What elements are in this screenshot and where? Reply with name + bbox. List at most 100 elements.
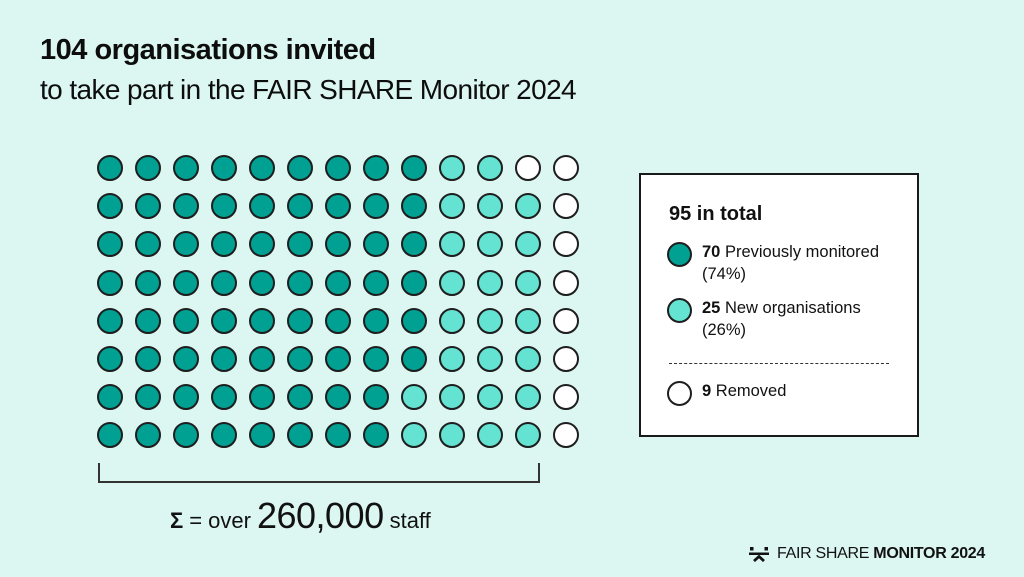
brand-footer: FAIR SHARE MONITOR 2024 [749, 545, 985, 563]
sum-suffix: staff [389, 508, 431, 533]
previously-monitored-dot [211, 422, 237, 449]
light-teal-circle-icon [667, 298, 692, 323]
previously-monitored-dot [249, 155, 275, 181]
new-organisation-dot [439, 345, 465, 372]
previously-monitored-dot [325, 155, 351, 181]
previously-monitored-dot [135, 422, 161, 449]
new-organisation-dot [515, 422, 541, 449]
previously-monitored-dot [97, 422, 123, 449]
new-organisation-dot [401, 422, 427, 449]
previously-monitored-dot [173, 384, 199, 411]
new-organisation-dot [439, 269, 465, 296]
brand-bold: MONITOR 2024 [873, 545, 985, 562]
new-organisation-dot [515, 231, 541, 258]
previously-monitored-dot [325, 231, 351, 258]
previously-monitored-dot [211, 155, 237, 181]
previously-monitored-dot [97, 155, 123, 181]
legend-item-previously-monitored: 70 Previously monitored (74%) [667, 241, 892, 285]
new-organisation-dot [439, 384, 465, 411]
previously-monitored-dot [401, 231, 427, 258]
previously-monitored-dot [401, 345, 427, 372]
removed-dot [553, 155, 579, 181]
legend-count: 70 [702, 243, 721, 261]
previously-monitored-dot [287, 155, 313, 181]
legend-label: New organisations (26%) [702, 299, 861, 339]
removed-dot [553, 345, 579, 372]
new-organisation-dot [401, 384, 427, 411]
previously-monitored-dot [325, 422, 351, 449]
previously-monitored-dot [363, 345, 389, 372]
new-organisation-dot [477, 193, 503, 220]
sum-prefix: = over [189, 508, 251, 533]
new-organisation-dot [477, 231, 503, 258]
previously-monitored-dot [287, 422, 313, 449]
new-organisation-dot [515, 384, 541, 411]
previously-monitored-dot [211, 269, 237, 296]
previously-monitored-dot [287, 384, 313, 411]
previously-monitored-dot [287, 345, 313, 372]
previously-monitored-dot [135, 307, 161, 334]
new-organisation-dot [515, 269, 541, 296]
previously-monitored-dot [287, 193, 313, 220]
previously-monitored-dot [211, 193, 237, 220]
white-circle-icon [667, 381, 692, 406]
removed-dot [553, 231, 579, 258]
previously-monitored-dot [363, 269, 389, 296]
previously-monitored-dot [401, 269, 427, 296]
previously-monitored-dot [135, 231, 161, 258]
legend-label: Removed [715, 382, 787, 400]
previously-monitored-dot [363, 384, 389, 411]
sum-bracket [98, 463, 540, 483]
new-organisation-dot [477, 422, 503, 449]
previously-monitored-dot [135, 155, 161, 181]
new-organisation-dot [515, 193, 541, 220]
previously-monitored-dot [363, 231, 389, 258]
previously-monitored-dot [97, 384, 123, 411]
previously-monitored-dot [325, 193, 351, 220]
previously-monitored-dot [173, 422, 199, 449]
chart-subtitle: to take part in the FAIR SHARE Monitor 2… [40, 74, 577, 105]
previously-monitored-dot [173, 269, 199, 296]
previously-monitored-dot [249, 422, 275, 449]
new-organisation-dot [477, 307, 503, 334]
previously-monitored-dot [401, 155, 427, 181]
brand-light: FAIR SHARE [777, 545, 870, 562]
previously-monitored-dot [135, 193, 161, 220]
previously-monitored-dot [97, 231, 123, 258]
previously-monitored-dot [325, 269, 351, 296]
new-organisation-dot [515, 345, 541, 372]
previously-monitored-dot [173, 307, 199, 334]
new-organisation-dot [439, 193, 465, 220]
previously-monitored-dot [173, 155, 199, 181]
legend-title: 95 in total [669, 203, 763, 225]
previously-monitored-dot [363, 193, 389, 220]
previously-monitored-dot [363, 155, 389, 181]
previously-monitored-dot [173, 345, 199, 372]
previously-monitored-dot [249, 345, 275, 372]
staff-sum: Σ = over 260,000 staff [170, 495, 431, 537]
dark-teal-circle-icon [667, 242, 692, 267]
previously-monitored-dot [97, 307, 123, 334]
previously-monitored-dot [325, 345, 351, 372]
legend-item-new-organisations: 25 New organisations (26%) [667, 297, 902, 341]
new-organisation-dot [439, 422, 465, 449]
previously-monitored-dot [325, 384, 351, 411]
legend-label: Previously monitored (74%) [702, 243, 880, 283]
new-organisation-dot [515, 307, 541, 334]
sum-value: 260,000 [256, 495, 384, 536]
previously-monitored-dot [249, 307, 275, 334]
previously-monitored-dot [211, 307, 237, 334]
previously-monitored-dot [211, 345, 237, 372]
legend-count: 9 [702, 382, 712, 400]
previously-monitored-dot [287, 269, 313, 296]
previously-monitored-dot [363, 307, 389, 334]
waffle-grid [97, 155, 591, 461]
chart-title: 104 organisations invited [40, 34, 376, 66]
previously-monitored-dot [325, 307, 351, 334]
previously-monitored-dot [211, 231, 237, 258]
previously-monitored-dot [135, 345, 161, 372]
removed-dot [515, 155, 541, 181]
previously-monitored-dot [97, 345, 123, 372]
previously-monitored-dot [97, 269, 123, 296]
previously-monitored-dot [363, 422, 389, 449]
